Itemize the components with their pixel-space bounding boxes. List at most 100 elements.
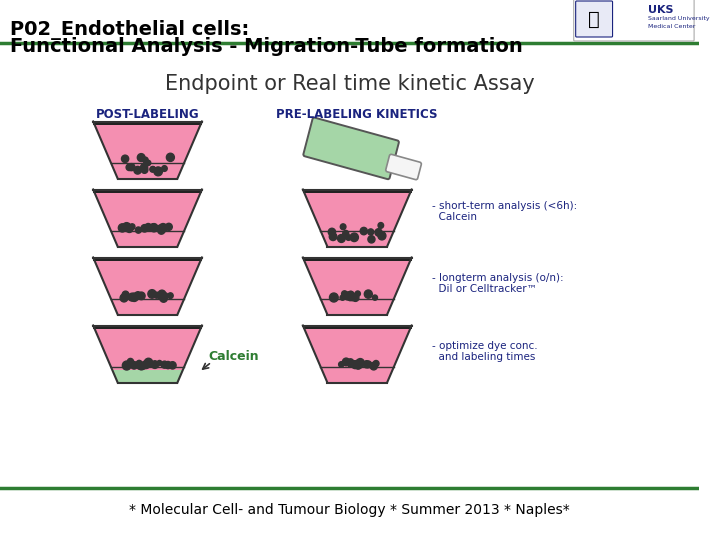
Circle shape [343,231,348,237]
Circle shape [372,295,377,300]
Text: POST-LABELING: POST-LABELING [96,108,199,121]
Circle shape [150,224,158,232]
Circle shape [360,227,367,235]
Circle shape [341,291,348,297]
Circle shape [348,362,353,367]
Circle shape [122,291,129,298]
Text: Calcein: Calcein [432,212,477,222]
Polygon shape [93,122,202,125]
Circle shape [159,224,167,232]
Text: * Molecular Cell- and Tumour Biology * Summer 2013 * Naples*: * Molecular Cell- and Tumour Biology * S… [129,503,570,517]
Text: - optimize dye conc.: - optimize dye conc. [432,341,538,351]
Circle shape [161,293,168,300]
Circle shape [158,292,165,300]
Polygon shape [303,190,412,246]
Circle shape [356,361,361,366]
Text: - short-term analysis (<6h):: - short-term analysis (<6h): [432,201,577,211]
Circle shape [341,224,346,230]
Circle shape [351,361,359,369]
Polygon shape [93,326,202,382]
Circle shape [130,293,138,301]
Circle shape [329,233,337,240]
Polygon shape [303,326,412,329]
Polygon shape [112,370,183,382]
Circle shape [340,295,345,300]
Circle shape [328,228,336,236]
Circle shape [141,225,148,232]
Polygon shape [303,190,412,193]
Circle shape [126,164,132,171]
Circle shape [135,292,141,299]
Text: PRE-LABELING KINETICS: PRE-LABELING KINETICS [276,108,438,121]
Circle shape [138,153,145,161]
Circle shape [348,291,354,298]
Circle shape [134,166,141,174]
Circle shape [354,360,362,369]
FancyBboxPatch shape [574,0,694,41]
Circle shape [352,294,359,301]
Text: Medical Center: Medical Center [648,24,696,29]
Circle shape [136,293,142,299]
Circle shape [127,359,134,365]
FancyBboxPatch shape [576,1,613,37]
Circle shape [144,358,153,367]
Text: Endpoint or Real time kinetic Assay: Endpoint or Real time kinetic Assay [165,74,534,94]
Text: UKS: UKS [648,5,674,15]
Circle shape [154,167,163,176]
Circle shape [330,293,338,302]
Circle shape [162,166,167,171]
Circle shape [364,290,372,298]
Circle shape [164,361,171,369]
Circle shape [145,160,150,165]
Polygon shape [93,190,202,193]
Circle shape [130,224,135,230]
Circle shape [345,294,350,300]
Circle shape [365,361,372,368]
Circle shape [143,361,150,368]
Circle shape [370,362,377,370]
Circle shape [352,361,357,366]
Circle shape [128,164,135,171]
Circle shape [158,290,166,298]
Polygon shape [93,258,202,314]
Circle shape [148,289,156,298]
Polygon shape [303,258,412,261]
Text: DiI or Celltracker™: DiI or Celltracker™ [432,284,537,294]
Circle shape [158,227,165,234]
Polygon shape [93,326,202,329]
Circle shape [150,166,156,172]
Polygon shape [93,258,202,261]
Text: - longterm analysis (o/n):: - longterm analysis (o/n): [432,273,564,283]
Circle shape [140,362,146,369]
Circle shape [343,292,351,300]
Circle shape [355,291,361,296]
Circle shape [122,222,131,232]
Circle shape [135,227,141,233]
FancyBboxPatch shape [386,154,421,180]
Circle shape [157,360,162,366]
Circle shape [368,235,375,243]
Circle shape [166,223,172,231]
Circle shape [138,363,145,370]
Circle shape [350,293,356,300]
Circle shape [356,359,364,367]
Text: Saarland University: Saarland University [648,16,710,21]
Circle shape [347,359,354,366]
Circle shape [143,157,148,163]
Circle shape [378,222,384,228]
Circle shape [150,224,156,230]
Circle shape [166,153,174,161]
Polygon shape [303,326,412,382]
Circle shape [169,362,176,369]
Circle shape [347,294,354,301]
Polygon shape [93,190,202,246]
FancyBboxPatch shape [303,118,399,179]
Polygon shape [303,258,412,314]
Circle shape [136,361,143,369]
Circle shape [125,224,130,229]
Circle shape [138,292,145,300]
Circle shape [160,294,167,302]
Circle shape [343,358,350,366]
Circle shape [343,232,348,239]
Text: P02_Endothelial cells:: P02_Endothelial cells: [9,20,249,40]
